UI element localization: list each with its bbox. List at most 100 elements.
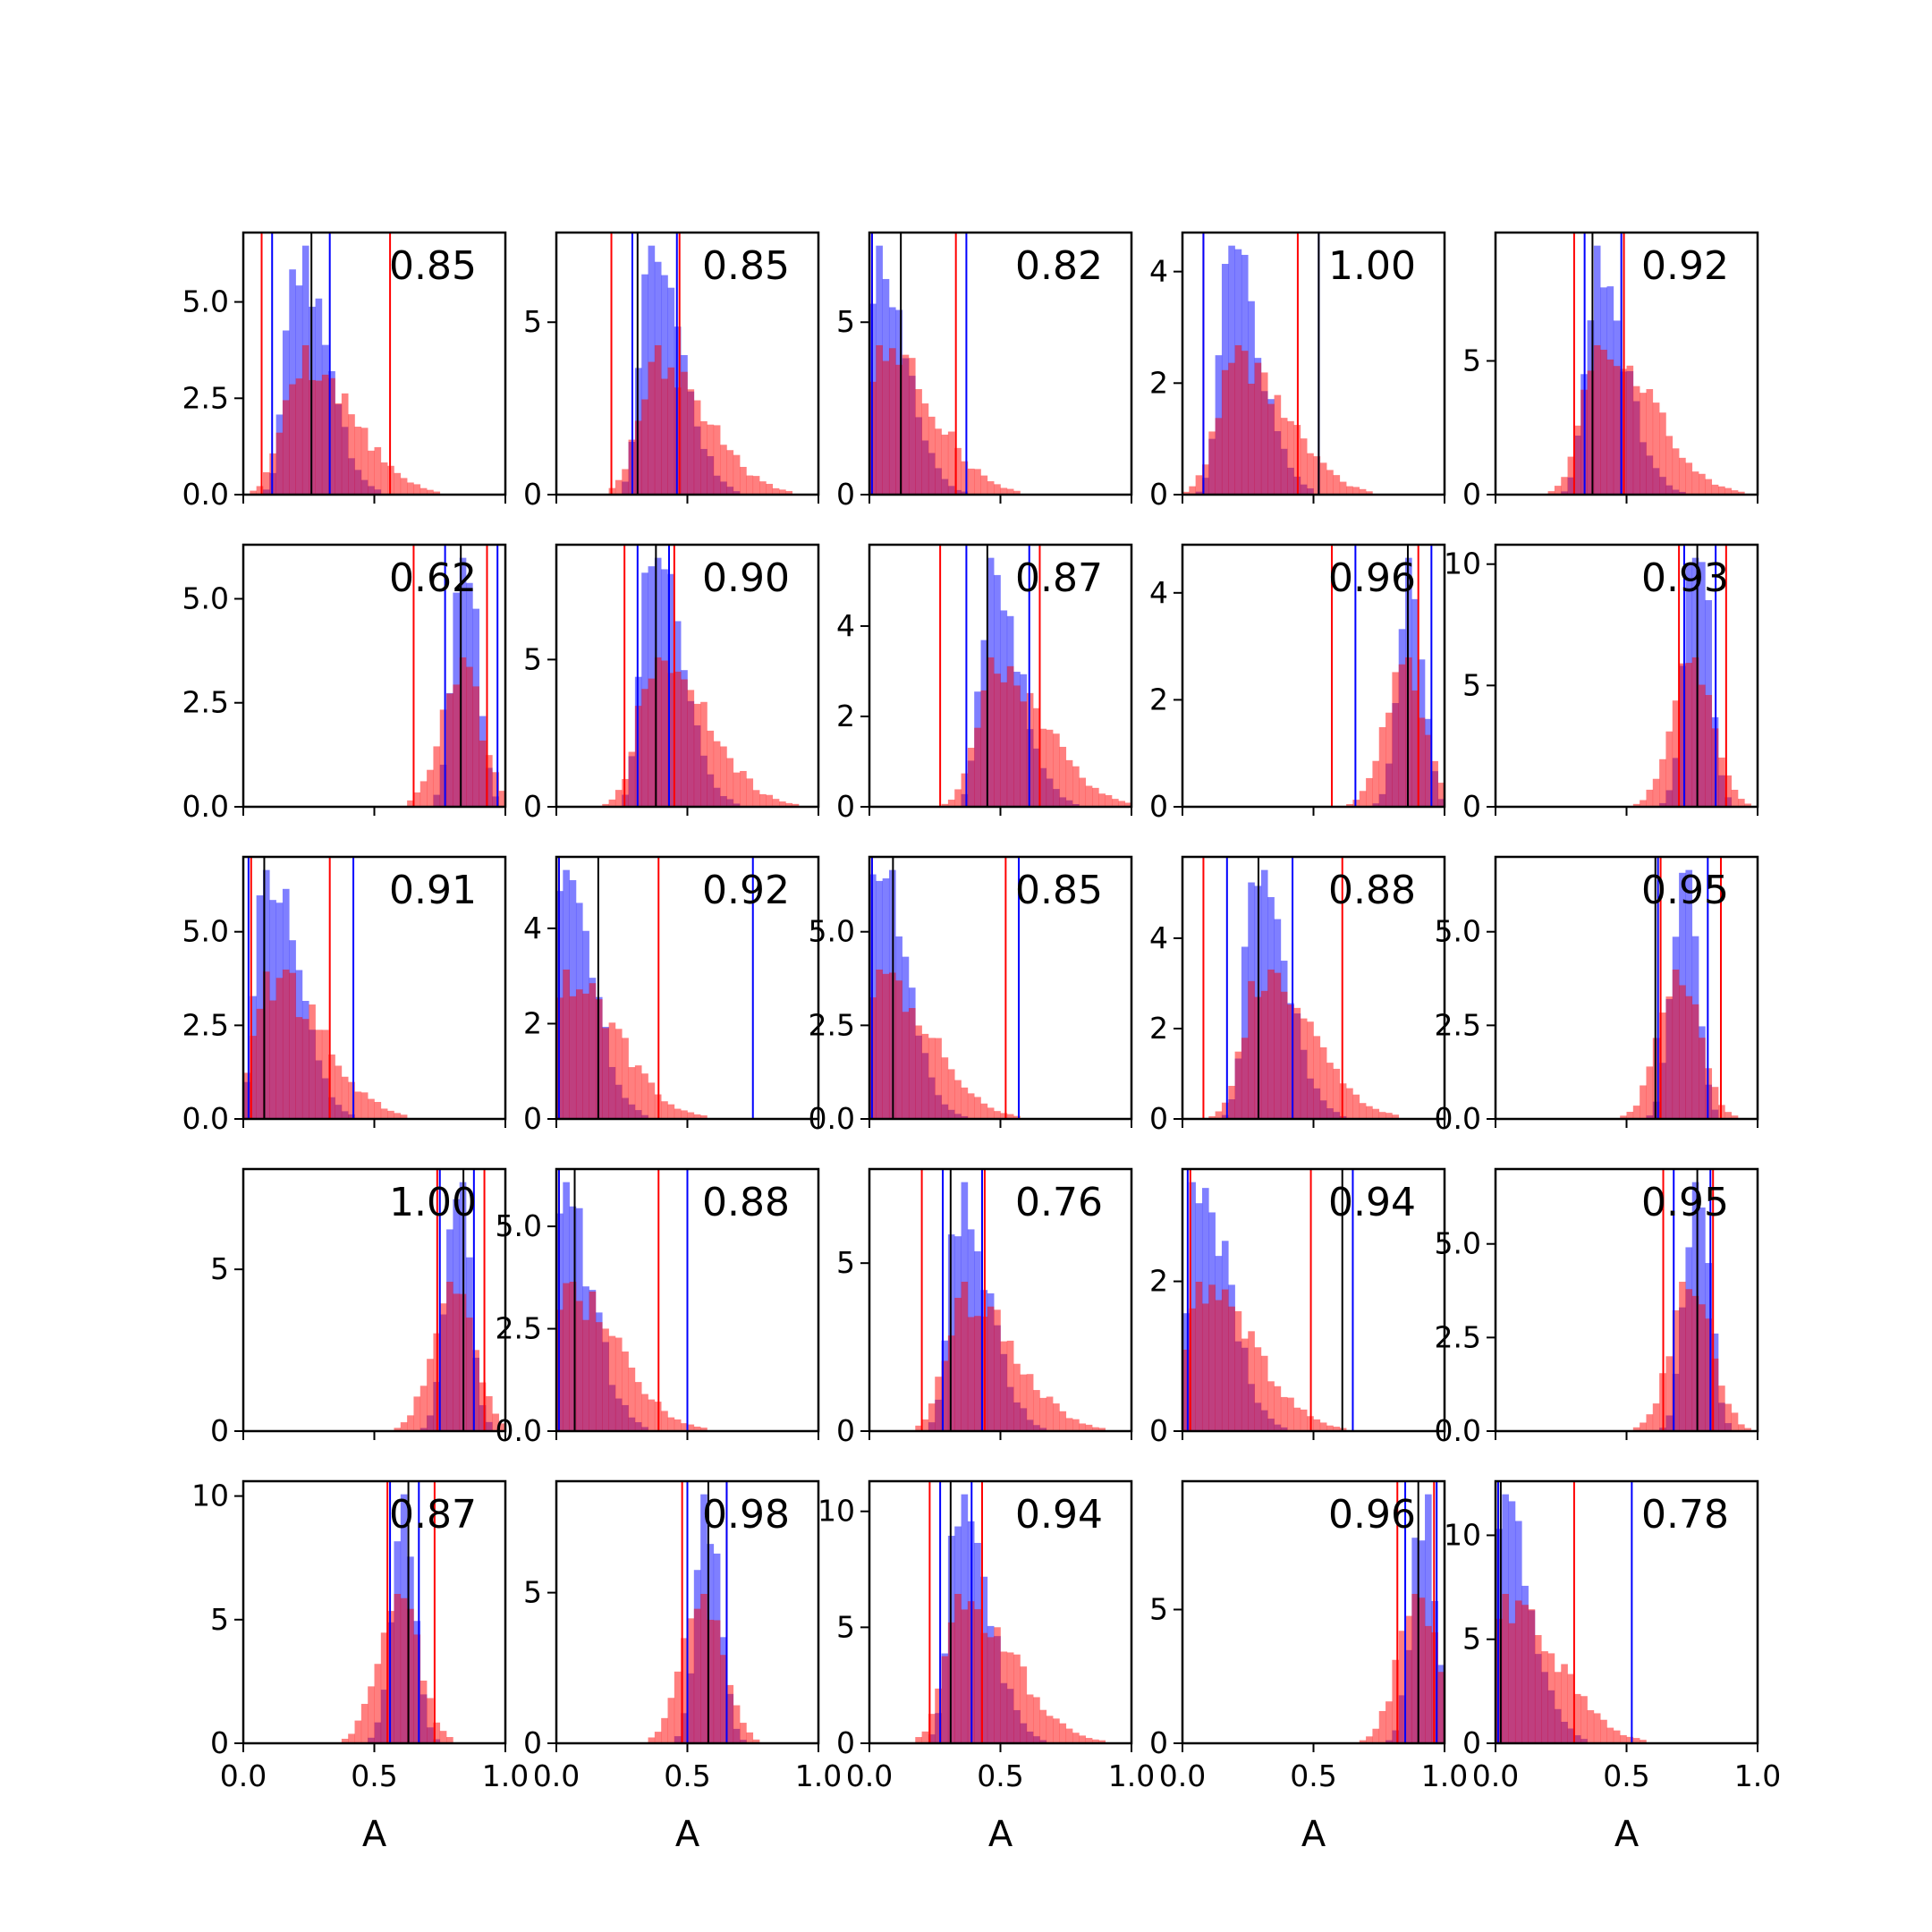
red-histogram-bin — [1632, 1106, 1640, 1119]
red-histogram-bin — [1392, 1659, 1400, 1743]
red-histogram-bin — [947, 800, 955, 807]
red-histogram-bin — [1287, 1004, 1294, 1119]
red-histogram-bin — [1326, 470, 1334, 495]
red-histogram-bin — [250, 490, 257, 495]
red-histogram-bin — [994, 674, 1001, 807]
y-tick-label: 5 — [210, 1251, 229, 1286]
red-histogram-bin — [1724, 487, 1732, 495]
red-histogram-bin — [368, 1686, 375, 1743]
red-histogram-bin — [961, 1087, 969, 1119]
red-histogram-bin — [1182, 491, 1190, 495]
red-histogram-bin — [1705, 479, 1713, 495]
red-histogram-bin — [400, 1114, 408, 1119]
red-histogram-bin — [1092, 1739, 1099, 1743]
y-tick-label: 0.0 — [182, 789, 229, 824]
y-tick-label: 0 — [1149, 789, 1168, 824]
histogram-panel-3: 050.82 — [836, 231, 1133, 512]
red-histogram-bin — [301, 1019, 309, 1119]
red-histogram-bin — [888, 348, 896, 495]
red-histogram-bin — [1685, 1289, 1693, 1431]
red-histogram-bin — [1738, 491, 1745, 495]
x-tick-label: 0.5 — [977, 1758, 1023, 1793]
red-histogram-bin — [1731, 1115, 1739, 1119]
red-histogram-bin — [667, 1104, 675, 1119]
panel-value-label: 0.92 — [1641, 243, 1729, 289]
red-histogram-bin — [634, 1065, 642, 1119]
red-histogram-bin — [648, 678, 656, 807]
red-histogram-bin — [1085, 1424, 1093, 1431]
red-histogram-bin — [427, 769, 434, 807]
red-histogram-bin — [1000, 1113, 1008, 1119]
red-histogram-bin — [1659, 412, 1666, 495]
x-tick-label: 0.0 — [846, 1758, 893, 1793]
red-histogram-bin — [1626, 365, 1634, 495]
panel-value-label: 0.87 — [1015, 555, 1103, 601]
red-histogram-bin — [1092, 787, 1099, 807]
panel-value-label: 0.98 — [702, 1492, 790, 1538]
red-histogram-bin — [1659, 1013, 1666, 1119]
red-histogram-bin — [1274, 972, 1282, 1119]
histogram-panel-8: 0 2 4 0.87 — [836, 543, 1133, 824]
red-histogram-bin — [974, 1097, 981, 1119]
red-histogram-bin — [419, 487, 428, 495]
red-histogram-bin — [433, 491, 441, 495]
red-histogram-bin — [908, 358, 916, 495]
red-histogram-bin — [1254, 1347, 1262, 1431]
red-histogram-bin — [746, 778, 754, 807]
red-histogram-bin — [459, 657, 467, 807]
histogram-panel-13: 0.0 2.5 5.0 0.85 — [809, 855, 1133, 1136]
red-histogram-bin — [987, 481, 995, 495]
red-histogram-bin — [275, 432, 284, 495]
red-histogram-bin — [1046, 729, 1054, 807]
red-histogram-bin — [1665, 731, 1674, 807]
red-histogram-bin — [961, 461, 969, 495]
red-histogram-bin — [1053, 733, 1060, 807]
red-histogram-bin — [492, 772, 499, 807]
red-histogram-bin — [1366, 1106, 1373, 1119]
x-tick-label: 0.5 — [664, 1758, 710, 1793]
red-histogram-bin — [687, 389, 695, 495]
red-histogram-bin — [1307, 1021, 1314, 1119]
red-histogram-bin — [641, 399, 648, 495]
y-tick-label: 4 — [523, 911, 542, 945]
red-histogram-bin — [1006, 1114, 1014, 1119]
red-histogram-bin — [954, 789, 962, 807]
y-tick-label: 5 — [1462, 667, 1481, 702]
red-histogram-bin — [1711, 484, 1719, 495]
red-histogram-bin — [486, 1395, 493, 1431]
red-histogram-bin — [1020, 1374, 1028, 1431]
red-histogram-bin — [1033, 1697, 1040, 1743]
y-tick-label: 0 — [836, 789, 855, 824]
y-tick-label: 0 — [1149, 1725, 1168, 1760]
red-histogram-bin — [713, 741, 721, 807]
red-histogram-bin — [902, 354, 910, 495]
red-histogram-bin — [1006, 1340, 1014, 1431]
red-histogram-bin — [1372, 1728, 1380, 1743]
red-histogram-bin — [1378, 726, 1386, 807]
red-histogram-bin — [394, 1428, 402, 1431]
red-histogram-bin — [439, 1731, 447, 1743]
red-histogram-bin — [661, 378, 668, 495]
red-histogram-bin — [335, 1065, 343, 1119]
histogram-panel-19: 020.94 — [1149, 1167, 1446, 1448]
red-histogram-bin — [928, 1038, 936, 1119]
red-histogram-bin — [479, 1382, 487, 1431]
panel-value-label: 0.96 — [1328, 555, 1416, 601]
red-histogram-bin — [1418, 1597, 1426, 1743]
red-histogram-bin — [498, 791, 505, 807]
red-histogram-bin — [1600, 1719, 1607, 1743]
red-histogram-bin — [433, 746, 441, 807]
histogram-panel-7: 050.90 — [523, 543, 820, 824]
red-histogram-bin — [1260, 990, 1268, 1119]
red-histogram-bin — [974, 1609, 981, 1743]
histogram-panel-15: 0.0 2.5 5.0 0.95 — [1435, 855, 1759, 1136]
panel-value-label: 0.78 — [1641, 1492, 1729, 1538]
panel-value-label: 0.87 — [389, 1492, 477, 1538]
red-histogram-bin — [275, 978, 284, 1119]
histogram-panel-22: 0 5 0.0 0.5 1.0 A 0.98 — [523, 1479, 842, 1855]
red-histogram-bin — [1013, 1115, 1021, 1119]
red-histogram-bin — [1228, 1085, 1235, 1119]
red-histogram-bin — [360, 1703, 369, 1743]
red-histogram-bin — [1319, 1422, 1327, 1431]
panel-value-label: 0.95 — [1641, 868, 1729, 913]
